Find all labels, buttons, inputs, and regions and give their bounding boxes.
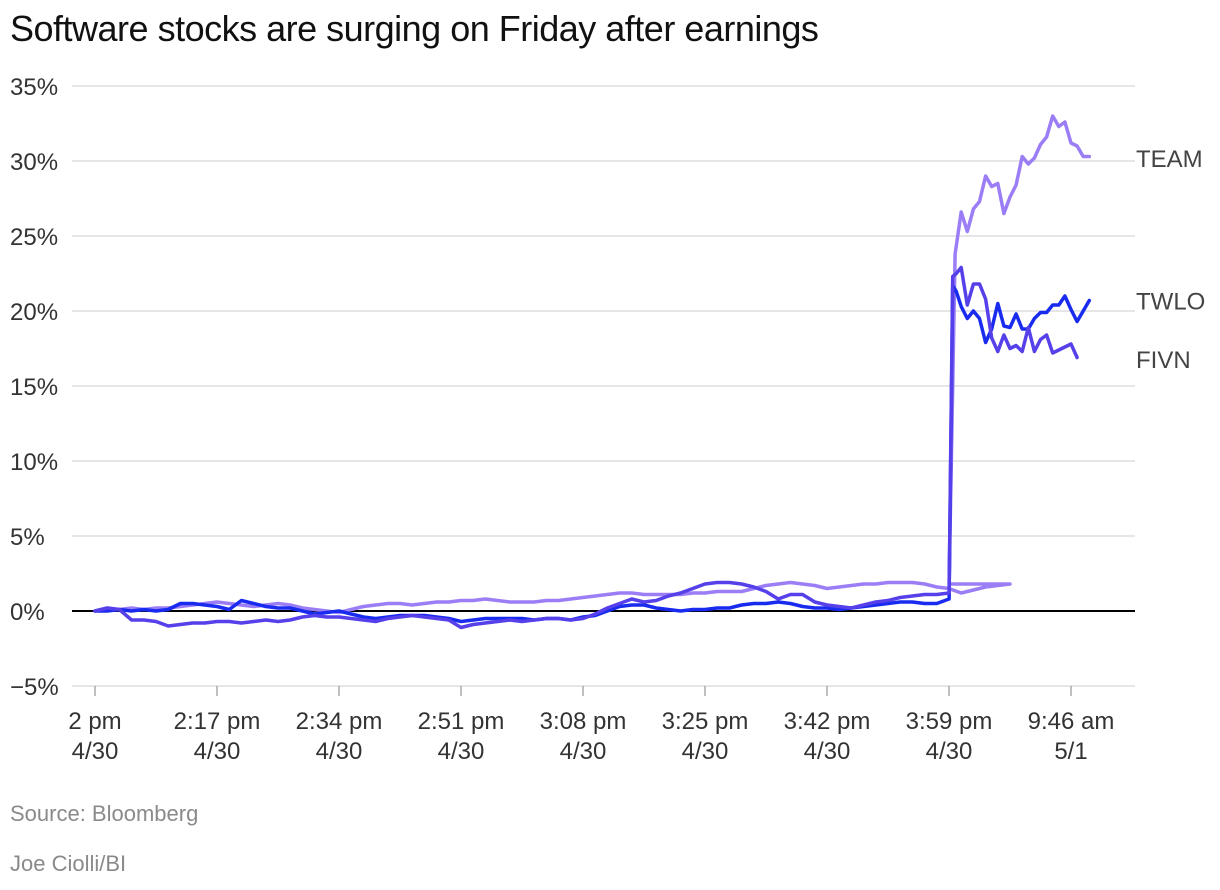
y-tick-label: 15%	[10, 374, 58, 401]
x-tick-label: 4/30	[560, 738, 607, 765]
series-lines	[93, 114, 1092, 630]
series-label-fivn: FIVN	[1136, 347, 1191, 374]
x-tick-label: 3:42 pm	[784, 708, 871, 735]
x-tick-label: 4/30	[682, 738, 729, 765]
x-tick-label: 2:17 pm	[174, 708, 261, 735]
x-tick-label: 4/30	[438, 738, 485, 765]
series-line-twlo	[93, 283, 1092, 624]
x-tick-label: 3:08 pm	[540, 708, 627, 735]
y-tick-label: 0%	[10, 599, 45, 626]
x-tick-label: 5/1	[1054, 738, 1087, 765]
credit-note: Joe Ciolli/BI	[10, 851, 127, 876]
x-tick-label: 4/30	[926, 738, 973, 765]
y-tick-label: 25%	[10, 224, 58, 251]
series-labels: TEAM TWLO FIVN	[1136, 146, 1205, 374]
y-tick-label: 20%	[10, 299, 58, 326]
series-label-twlo: TWLO	[1136, 289, 1205, 316]
chart-title: Software stocks are surging on Friday af…	[10, 8, 819, 49]
x-tick-label: 4/30	[72, 738, 119, 765]
series-label-team: TEAM	[1136, 146, 1203, 173]
source-note: Source: Bloomberg	[10, 801, 199, 826]
x-tick-label: 2 pm	[68, 708, 121, 735]
y-axis-ticks: −5% 0% 5% 10% 15% 20% 25% 30% 35%	[10, 74, 59, 701]
line-chart: −5% 0% 5% 10% 15% 20% 25% 30% 35% 2 pm 4/30 2:17 p…	[10, 74, 1205, 765]
x-tick-label: 3:25 pm	[662, 708, 749, 735]
x-tick-label: 4/30	[316, 738, 363, 765]
y-tick-label: 35%	[10, 74, 58, 101]
y-tick-label: 5%	[10, 524, 45, 551]
x-tick-label: 2:51 pm	[418, 708, 505, 735]
x-tick-label: 4/30	[194, 738, 241, 765]
x-tick-label: 2:34 pm	[296, 708, 383, 735]
y-tick-label: 10%	[10, 449, 58, 476]
y-tick-label: 30%	[10, 149, 58, 176]
x-tick-label: 4/30	[804, 738, 851, 765]
x-tick-label: 3:59 pm	[906, 708, 993, 735]
x-tick-label: 9:46 am	[1028, 708, 1115, 735]
series-line-fivn	[93, 265, 1079, 630]
x-axis-ticks: 2 pm 4/30 2:17 pm 4/30 2:34 pm 4/30 2:51 pm 4/3…	[68, 686, 1114, 765]
series-line-team	[93, 114, 1092, 615]
y-tick-label: −5%	[10, 674, 59, 701]
